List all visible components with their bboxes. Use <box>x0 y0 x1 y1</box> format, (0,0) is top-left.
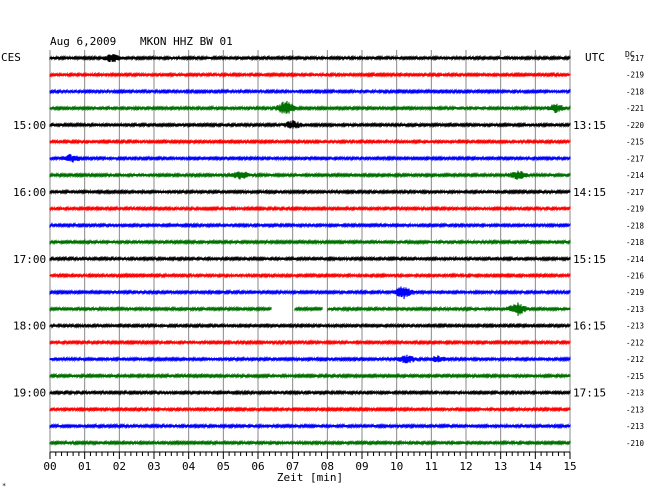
left-hour-label: 18:00 <box>13 320 46 333</box>
traces-group: -217 -219 -218 -221 -220 -215 -217 -214 -217 -219… <box>49 54 645 448</box>
header-date: Aug 6,2009 <box>50 35 116 48</box>
x-axis: 00 01 02 03 04 05 06 07 08 09 10 11 12 13 14 15 <box>43 451 577 473</box>
dc-offset-label: -213 <box>626 305 644 314</box>
dc-offset-label: -218 <box>626 221 645 230</box>
x-tick-label-02: 02 <box>113 460 126 473</box>
right-hour-label: 15:15 <box>573 253 606 266</box>
dc-header: DC <box>625 50 635 59</box>
dc-offset-label: -218 <box>626 87 645 96</box>
trace-10 <box>49 222 571 229</box>
header-station: MKON HHZ BW 01 <box>140 35 233 48</box>
trace-1 <box>49 71 571 78</box>
dc-offset-label: -220 <box>626 121 645 130</box>
corner-mark: * <box>2 482 6 490</box>
trace-17 <box>49 339 571 346</box>
x-tick-label-15: 15 <box>563 460 576 473</box>
right-hour-label: 13:15 <box>573 119 606 132</box>
left-hour-label: 16:00 <box>13 186 46 199</box>
trace-7 <box>49 170 571 180</box>
trace-19 <box>49 372 571 380</box>
dc-offset-label: -215 <box>626 138 644 147</box>
x-axis-label: Zeit [min] <box>277 471 343 484</box>
dc-offset-label: -219 <box>626 71 644 80</box>
dc-offset-label: -213 <box>626 322 644 331</box>
x-tick-label-00: 00 <box>43 460 56 473</box>
dc-offset-label: -215 <box>626 372 644 381</box>
trace-16 <box>49 322 571 329</box>
trace-18 <box>49 354 571 364</box>
x-tick-label-11: 11 <box>425 460 438 473</box>
dc-offset-label: -217 <box>626 54 644 63</box>
dc-offset-label: -216 <box>626 271 645 280</box>
x-tick-label-05: 05 <box>217 460 230 473</box>
left-timezone-label: CES <box>1 51 21 64</box>
x-tick-label-06: 06 <box>251 460 264 473</box>
dc-offset-label: -219 <box>626 205 644 214</box>
trace-22 <box>49 422 571 430</box>
x-tick-label-09: 09 <box>355 460 368 473</box>
x-tick-label-03: 03 <box>147 460 160 473</box>
trace-9 <box>49 205 571 212</box>
dc-offset-label: -217 <box>626 154 644 163</box>
trace-0 <box>49 54 571 63</box>
dc-offset-label: -213 <box>626 422 644 431</box>
dc-offset-label: -212 <box>626 338 644 347</box>
dc-offset-label: -212 <box>626 355 644 364</box>
trace-6 <box>49 153 571 163</box>
dc-offset-label: -217 <box>626 188 644 197</box>
dc-offset-label: -213 <box>626 389 644 398</box>
trace-8 <box>49 188 571 196</box>
x-tick-label-08: 08 <box>321 460 334 473</box>
trace-14 <box>49 286 571 300</box>
x-tick-label-13: 13 <box>494 460 507 473</box>
x-tick-label-10: 10 <box>390 460 403 473</box>
dc-offset-label: -213 <box>626 405 644 414</box>
x-tick-label-12: 12 <box>459 460 472 473</box>
trace-4 <box>49 120 571 129</box>
trace-20 <box>49 389 571 396</box>
trace-5 <box>49 138 571 145</box>
trace-23 <box>49 439 571 447</box>
x-tick-label-01: 01 <box>78 460 91 473</box>
right-hour-label: 14:15 <box>573 186 606 199</box>
left-hour-label: 19:00 <box>13 387 46 400</box>
trace-2 <box>49 88 571 95</box>
trace-21 <box>49 406 571 413</box>
dc-offset-label: -221 <box>626 104 644 113</box>
x-tick-label-07: 07 <box>286 460 299 473</box>
hour-labels: 15:00 16:00 17:00 18:00 19:00 13:15 14:15 15:15… <box>13 119 606 400</box>
dc-offset-label: -210 <box>626 439 645 448</box>
dc-offset-label: -214 <box>626 171 645 180</box>
right-timezone-label: UTC <box>585 51 605 64</box>
right-hour-label: 16:15 <box>573 320 606 333</box>
left-hour-label: 15:00 <box>13 119 46 132</box>
dc-offset-label: -218 <box>626 238 645 247</box>
trace-11 <box>49 238 571 246</box>
left-hour-label: 17:00 <box>13 253 46 266</box>
trace-3 <box>49 100 571 114</box>
trace-13 <box>49 272 571 279</box>
trace-12 <box>49 255 571 263</box>
dc-offset-label: -214 <box>626 255 645 264</box>
right-hour-label: 17:15 <box>573 387 606 400</box>
dc-offset-label: -219 <box>626 288 644 297</box>
grid-lines <box>49 50 571 452</box>
x-tick-label-14: 14 <box>529 460 543 473</box>
trace-15 <box>49 302 571 316</box>
x-tick-label-04: 04 <box>182 460 196 473</box>
